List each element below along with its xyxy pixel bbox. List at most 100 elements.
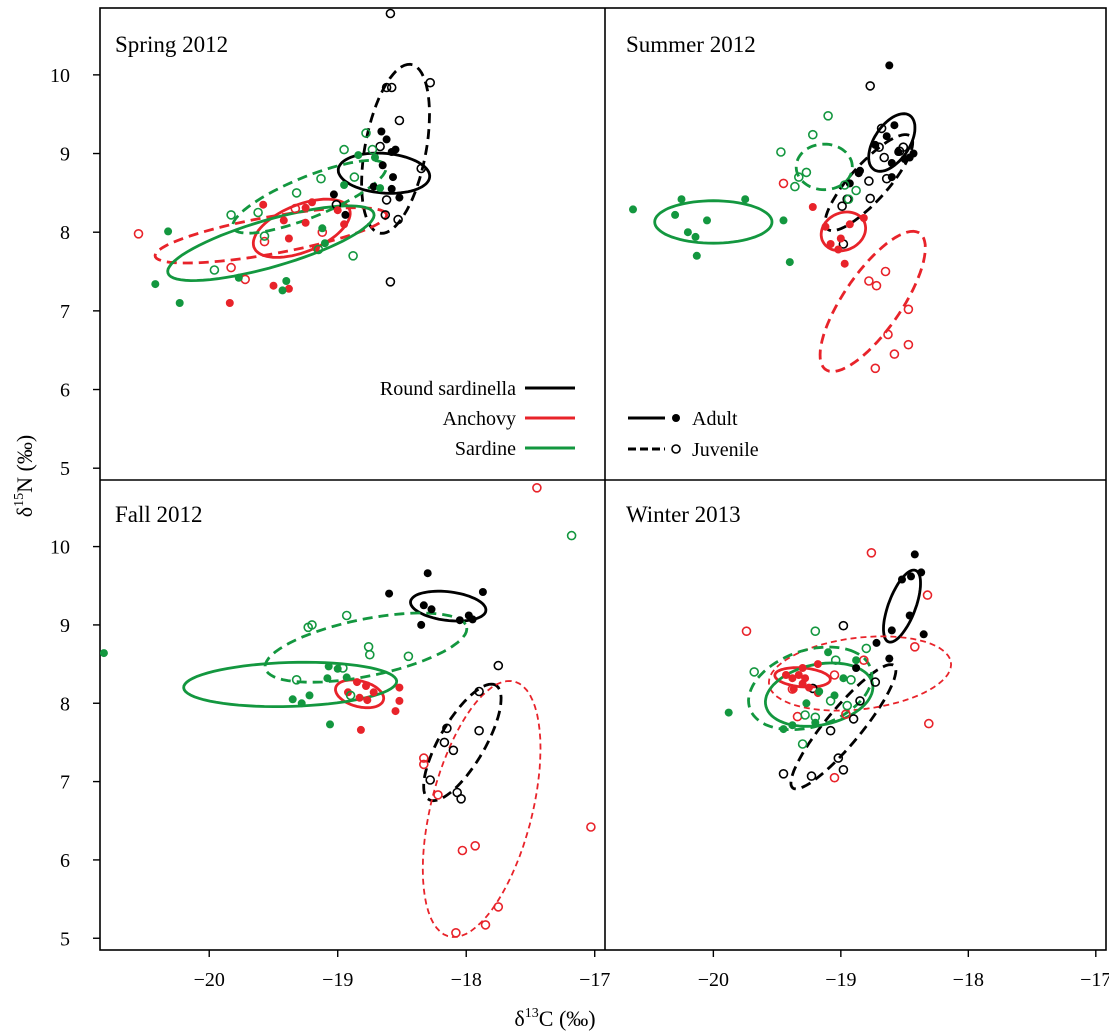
- point-anchovy-juvenile: [493, 902, 504, 912]
- plot-frame: [99, 7, 1107, 951]
- point-round-juvenile: [876, 123, 887, 134]
- point-sardine-adult: [371, 153, 379, 162]
- point-round-adult: [378, 161, 387, 170]
- point-sardine-juvenile: [566, 530, 577, 541]
- point-anchovy-juvenile: [741, 626, 752, 637]
- point-anchovy-adult: [834, 245, 843, 254]
- point-sardine-juvenile: [797, 739, 808, 749]
- point-sardine-adult: [175, 299, 184, 307]
- point-anchovy-juvenile: [226, 262, 236, 273]
- point-sardine-adult: [354, 151, 363, 160]
- species-legend: Round sardinella Anchovy Sardine: [380, 378, 575, 460]
- point-sardine-juvenile: [339, 144, 349, 155]
- point-sardine-juvenile: [793, 172, 804, 182]
- point-sardine-adult: [326, 720, 334, 729]
- point-anchovy-juvenile: [787, 684, 798, 694]
- point-sardine-adult: [282, 277, 291, 285]
- point-round-adult: [382, 135, 391, 144]
- point-round-juvenile: [394, 115, 405, 126]
- point-round-juvenile: [833, 753, 844, 763]
- point-sardine-adult: [323, 674, 332, 683]
- point-anchovy-juvenile: [418, 753, 429, 763]
- point-sardine-juvenile: [846, 674, 856, 685]
- point-sardine-juvenile: [749, 667, 760, 677]
- panel-spring-2012: Spring 2012 5 6 7 8 9 10: [50, 8, 436, 480]
- point-anchovy-adult: [355, 693, 364, 702]
- point-round-juvenile: [385, 8, 396, 19]
- y-axis-title-superscript: 15: [12, 493, 27, 507]
- point-round-adult: [455, 616, 464, 625]
- point-anchovy-adult: [794, 671, 803, 679]
- x-tick-label: −20: [194, 969, 225, 991]
- point-round-juvenile: [837, 201, 847, 211]
- point-sardine-juvenile: [338, 663, 348, 673]
- point-sardine-adult: [324, 662, 333, 671]
- point-round-juvenile: [894, 146, 905, 156]
- point-sardine-juvenile: [839, 180, 850, 190]
- y-tick-label: 5: [60, 928, 70, 950]
- point-round-adult: [905, 611, 914, 620]
- point-sardine-juvenile: [367, 144, 378, 155]
- ellipse-round-juvenile: [422, 682, 503, 803]
- point-round-adult: [872, 638, 881, 647]
- point-round-juvenile: [425, 77, 436, 88]
- point-sardine-juvenile: [361, 128, 371, 138]
- point-anchovy-adult: [821, 222, 830, 231]
- point-round-adult: [385, 589, 394, 598]
- point-anchovy-adult: [308, 198, 316, 207]
- point-sardine-juvenile: [830, 655, 841, 666]
- panel-winter-2013: Winter 2013 −20 −19 −18 −17: [626, 502, 1109, 991]
- legend-sardine-label: Sardine: [455, 438, 516, 460]
- point-round-adult: [887, 626, 896, 635]
- point-round-juvenile: [456, 793, 466, 804]
- point-round-adult: [852, 664, 861, 672]
- point-round-juvenile: [380, 210, 391, 220]
- point-sardine-juvenile: [291, 674, 302, 685]
- y-tick-label: 6: [60, 850, 70, 872]
- y-tick-label: 6: [60, 380, 70, 402]
- point-sardine-juvenile: [810, 626, 821, 637]
- point-round-juvenile: [848, 714, 859, 724]
- point-sardine-adult: [297, 699, 306, 708]
- point-anchovy-adult: [353, 678, 361, 687]
- ellipse-sardine-juvenile: [794, 142, 854, 192]
- point-anchovy-juvenile: [586, 822, 596, 832]
- panel-marks: [629, 61, 927, 374]
- point-sardine-adult: [164, 227, 173, 236]
- point-sardine-adult: [288, 695, 297, 704]
- point-sardine-juvenile: [843, 194, 854, 204]
- point-sardine-juvenile: [226, 210, 236, 220]
- x-axis-title: δ13C (‰): [514, 1006, 595, 1031]
- legend-adult-label: Adult: [692, 408, 738, 430]
- point-round-adult: [478, 588, 487, 596]
- point-sardine-adult: [692, 251, 701, 260]
- point-round-juvenile: [416, 163, 427, 174]
- point-anchovy-juvenile: [778, 178, 789, 189]
- point-anchovy-juvenile: [889, 349, 900, 359]
- point-anchovy-adult: [284, 234, 293, 243]
- point-sardine-juvenile: [800, 710, 810, 720]
- point-anchovy-juvenile: [922, 590, 933, 600]
- point-sardine-adult: [724, 708, 733, 717]
- point-round-adult: [417, 620, 426, 629]
- ellipse-anchovy-juvenile: [153, 206, 389, 265]
- point-round-juvenile: [838, 620, 849, 631]
- point-anchovy-adult: [279, 216, 288, 225]
- ellipse-sardine-adult: [653, 199, 774, 245]
- point-anchovy-juvenile: [923, 718, 934, 729]
- legend-juvenile-marker: [671, 444, 681, 454]
- y-tick-label: 8: [60, 222, 70, 244]
- point-round-adult: [427, 605, 436, 614]
- point-sardine-juvenile: [364, 649, 375, 660]
- stage-legend: Adult Juvenile: [628, 408, 759, 461]
- ellipse-round-juvenile: [789, 663, 898, 791]
- point-round-juvenile: [375, 141, 385, 152]
- point-sardine-adult: [376, 184, 385, 193]
- point-anchovy-adult: [301, 203, 310, 212]
- point-sardine-adult: [839, 674, 848, 683]
- legend-juvenile-label: Juvenile: [692, 439, 759, 461]
- point-anchovy-juvenile: [418, 759, 429, 770]
- point-anchovy-adult: [225, 299, 234, 307]
- ellipse-anchovy-adult: [251, 197, 352, 259]
- point-sardine-juvenile: [259, 231, 270, 241]
